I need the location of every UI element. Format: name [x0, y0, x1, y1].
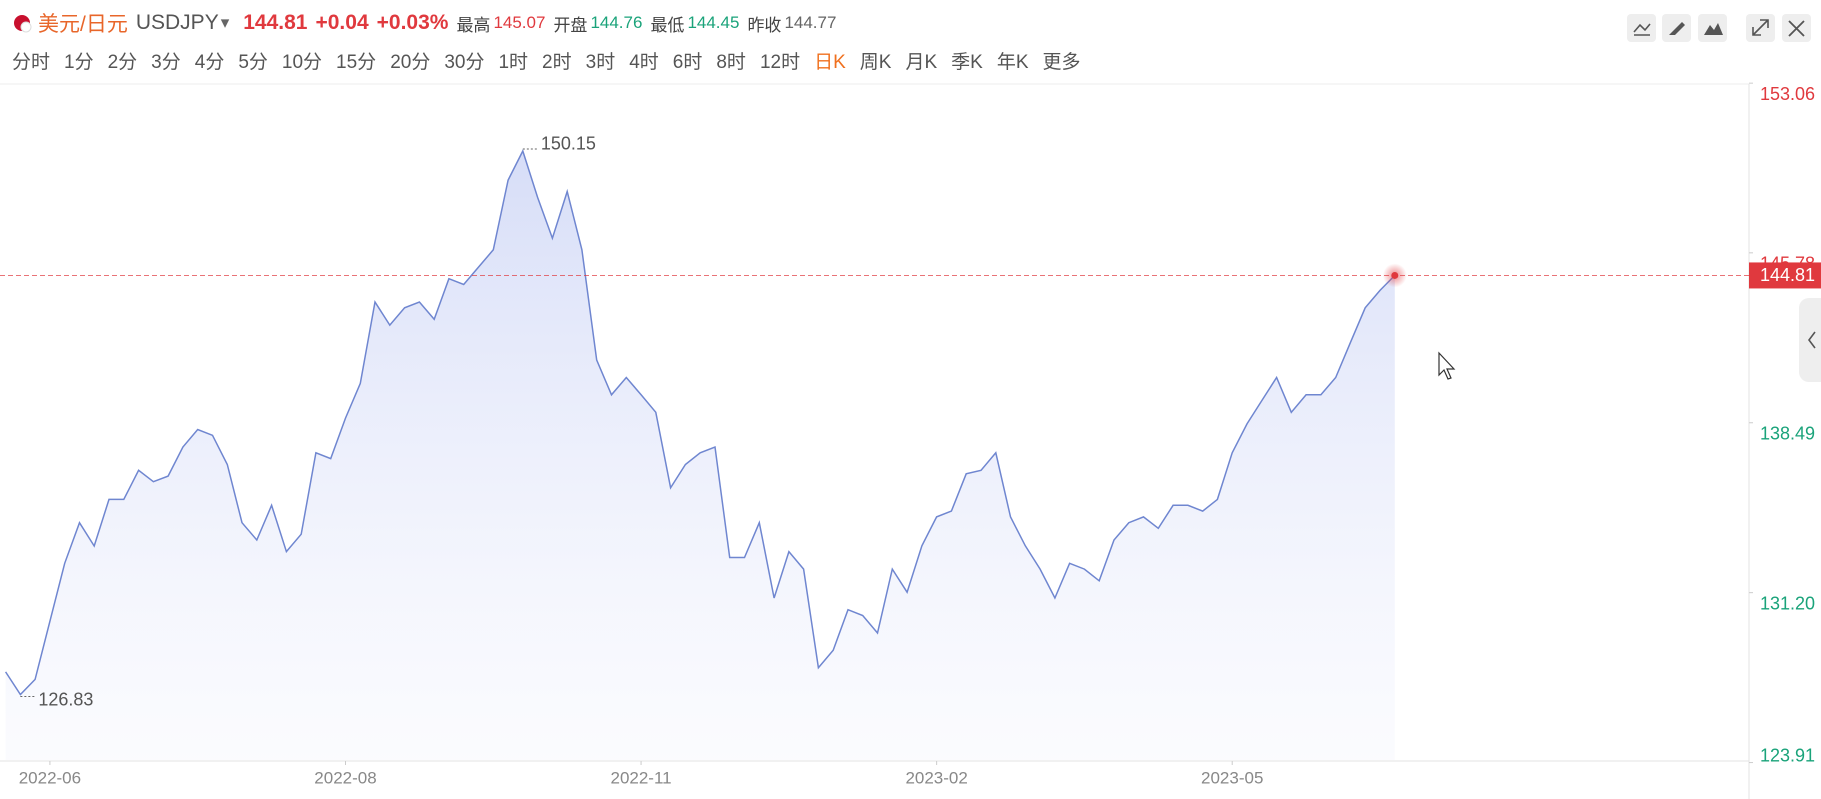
timeframe-button[interactable]: 30分 — [444, 51, 485, 73]
timeframe-button[interactable]: 1分 — [64, 51, 94, 73]
price-line — [4, 149, 1396, 696]
timeframe-button[interactable]: 3时 — [585, 51, 616, 73]
low: 144.45 — [687, 13, 740, 32]
tool-button[interactable] — [1627, 14, 1656, 42]
toolbar — [1438, 14, 1821, 382]
timeframe-button[interactable]: 1时 — [498, 51, 529, 73]
x-tick-label: 2022-08 — [314, 768, 376, 787]
flag — [20, 21, 32, 33]
last-price-dot — [1391, 271, 1399, 279]
timeframe-button[interactable]: 12时 — [759, 51, 801, 73]
timeframe-button[interactable]: 2分 — [107, 51, 138, 73]
label: 昨收 — [747, 15, 782, 35]
x-tick-label: 2023-02 — [905, 768, 967, 787]
last-price-tag — [1749, 262, 1821, 289]
extreme-label: 150.15 — [541, 134, 596, 154]
icon — [1704, 23, 1723, 35]
symbol-code[interactable]: USDJPY — [135, 11, 219, 34]
price: 144.81 — [243, 11, 308, 34]
y-tick-label: 123.91 — [1760, 745, 1815, 765]
label: 开盘 — [553, 15, 588, 35]
timeframe-button[interactable]: 日K — [814, 51, 846, 73]
high: 145.07 — [493, 13, 546, 32]
flag-icon — [14, 15, 32, 33]
timeframe-button[interactable]: 3分 — [151, 51, 181, 73]
timeframe-button[interactable]: 月K — [905, 51, 938, 73]
timeframe-button[interactable]: 周K — [859, 51, 892, 73]
x-tick-label: 2022-06 — [19, 768, 81, 787]
prev-close: 144.77 — [784, 13, 837, 32]
timeframe-button[interactable]: 15分 — [336, 51, 377, 73]
cursor — [1438, 351, 1456, 380]
timeframe-button[interactable]: 8时 — [716, 51, 746, 73]
timeframe-button[interactable]: 5分 — [238, 51, 268, 73]
x-tick-label: 2023-05 — [1201, 768, 1263, 787]
timeframe-button[interactable]: 6时 — [672, 51, 703, 73]
timeframe-button[interactable]: 年K — [996, 51, 1029, 73]
label: 最低 — [650, 15, 685, 35]
dropdown-caret[interactable]: ▾ — [220, 13, 230, 32]
timeframe-button[interactable]: 2时 — [542, 51, 572, 73]
open: 144.76 — [590, 13, 643, 32]
tool-button[interactable] — [1698, 14, 1727, 42]
timeframe-bar: 分时 1分 2分 3分 4分 5分 10分 15分 20分 30分 1时 2时 3时 4时 6时 8时 12时日… — [12, 46, 1095, 74]
area-fill — [5, 151, 1395, 760]
timeframe-button[interactable]: 分时 — [12, 51, 51, 73]
icon — [1633, 23, 1651, 36]
symbol-name[interactable]: 美元/日元 — [38, 13, 128, 36]
change: +0.04 — [315, 11, 369, 34]
extreme-label: 126.83 — [38, 689, 93, 709]
icon — [1669, 22, 1685, 35]
y-tick-label: 131.20 — [1760, 593, 1815, 613]
last-price-label: 144.81 — [1760, 265, 1815, 285]
timeframe-button[interactable]: 4分 — [194, 51, 225, 73]
timeframe-button[interactable]: 季K — [951, 51, 983, 73]
icon — [1752, 19, 1769, 36]
timeframe-button[interactable]: 4时 — [629, 51, 659, 73]
x-tick-label: 2022-11 — [610, 768, 671, 787]
timeframe-button[interactable]: 10分 — [281, 51, 323, 73]
icon — [1808, 331, 1816, 349]
quote-header: 美元/日元 USDJPY ▾ 144.81 +0.04 +0.03% 最高 14… — [12, 8, 844, 38]
icon — [1788, 20, 1805, 37]
timeframe-button[interactable]: 更多 — [1042, 51, 1081, 73]
y-tick-label: 138.49 — [1760, 423, 1815, 443]
y-tick-label: 153.06 — [1760, 84, 1815, 104]
change-pct: +0.03% — [376, 11, 449, 34]
label: 最高 — [456, 15, 491, 35]
timeframe-button[interactable]: 20分 — [390, 51, 431, 73]
